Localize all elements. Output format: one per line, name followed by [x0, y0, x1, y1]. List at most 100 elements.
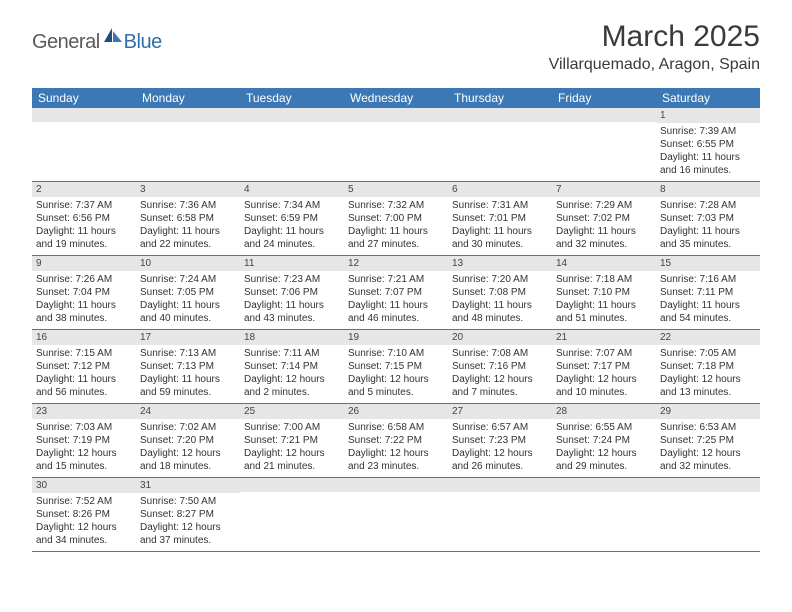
day-details: Sunrise: 7:07 AMSunset: 7:17 PMDaylight:…	[552, 345, 656, 403]
sunset-text: Sunset: 8:27 PM	[140, 508, 236, 521]
sunrise-text: Sunrise: 7:28 AM	[660, 199, 756, 212]
sunrise-text: Sunrise: 6:53 AM	[660, 421, 756, 434]
sunset-text: Sunset: 7:21 PM	[244, 434, 340, 447]
day-number: 28	[552, 404, 656, 419]
calendar-week-row: 2Sunrise: 7:37 AMSunset: 6:56 PMDaylight…	[32, 182, 760, 256]
calendar-table: Sunday Monday Tuesday Wednesday Thursday…	[32, 88, 760, 552]
sunset-text: Sunset: 7:12 PM	[36, 360, 132, 373]
day-details: Sunrise: 7:00 AMSunset: 7:21 PMDaylight:…	[240, 419, 344, 477]
day-number: 25	[240, 404, 344, 419]
day-number: 29	[656, 404, 760, 419]
calendar-day-cell: 20Sunrise: 7:08 AMSunset: 7:16 PMDayligh…	[448, 330, 552, 404]
sunrise-text: Sunrise: 7:31 AM	[452, 199, 548, 212]
empty-day-header	[32, 108, 136, 122]
daylight-text: Daylight: 12 hours and 5 minutes.	[348, 373, 444, 399]
day-number: 31	[136, 478, 240, 493]
calendar-day-cell	[240, 478, 344, 552]
calendar-day-cell: 9Sunrise: 7:26 AMSunset: 7:04 PMDaylight…	[32, 256, 136, 330]
calendar-day-cell	[656, 478, 760, 552]
sunset-text: Sunset: 7:07 PM	[348, 286, 444, 299]
daylight-text: Daylight: 11 hours and 35 minutes.	[660, 225, 756, 251]
sunrise-text: Sunrise: 7:00 AM	[244, 421, 340, 434]
day-number: 22	[656, 330, 760, 345]
empty-day-header	[656, 478, 760, 492]
weekday-header: Wednesday	[344, 88, 448, 108]
daylight-text: Daylight: 12 hours and 26 minutes.	[452, 447, 548, 473]
calendar-day-cell: 24Sunrise: 7:02 AMSunset: 7:20 PMDayligh…	[136, 404, 240, 478]
calendar-day-cell: 19Sunrise: 7:10 AMSunset: 7:15 PMDayligh…	[344, 330, 448, 404]
calendar-day-cell	[344, 108, 448, 182]
title-block: March 2025 Villarquemado, Aragon, Spain	[549, 20, 760, 78]
daylight-text: Daylight: 12 hours and 37 minutes.	[140, 521, 236, 547]
sunrise-text: Sunrise: 7:29 AM	[556, 199, 652, 212]
month-title: March 2025	[549, 20, 760, 54]
sunrise-text: Sunrise: 7:24 AM	[140, 273, 236, 286]
day-details: Sunrise: 7:13 AMSunset: 7:13 PMDaylight:…	[136, 345, 240, 403]
calendar-day-cell: 3Sunrise: 7:36 AMSunset: 6:58 PMDaylight…	[136, 182, 240, 256]
sunrise-text: Sunrise: 7:07 AM	[556, 347, 652, 360]
sunset-text: Sunset: 7:11 PM	[660, 286, 756, 299]
weekday-header: Sunday	[32, 88, 136, 108]
sunset-text: Sunset: 7:24 PM	[556, 434, 652, 447]
daylight-text: Daylight: 12 hours and 29 minutes.	[556, 447, 652, 473]
day-details: Sunrise: 7:02 AMSunset: 7:20 PMDaylight:…	[136, 419, 240, 477]
calendar-day-cell: 18Sunrise: 7:11 AMSunset: 7:14 PMDayligh…	[240, 330, 344, 404]
daylight-text: Daylight: 11 hours and 59 minutes.	[140, 373, 236, 399]
day-details: Sunrise: 7:26 AMSunset: 7:04 PMDaylight:…	[32, 271, 136, 329]
day-details: Sunrise: 7:52 AMSunset: 8:26 PMDaylight:…	[32, 493, 136, 551]
daylight-text: Daylight: 11 hours and 54 minutes.	[660, 299, 756, 325]
sunset-text: Sunset: 7:15 PM	[348, 360, 444, 373]
sunset-text: Sunset: 7:14 PM	[244, 360, 340, 373]
sunrise-text: Sunrise: 7:08 AM	[452, 347, 548, 360]
sunset-text: Sunset: 6:59 PM	[244, 212, 340, 225]
day-details: Sunrise: 7:34 AMSunset: 6:59 PMDaylight:…	[240, 197, 344, 255]
calendar-day-cell: 7Sunrise: 7:29 AMSunset: 7:02 PMDaylight…	[552, 182, 656, 256]
daylight-text: Daylight: 12 hours and 21 minutes.	[244, 447, 340, 473]
sunset-text: Sunset: 7:03 PM	[660, 212, 756, 225]
calendar-day-cell: 4Sunrise: 7:34 AMSunset: 6:59 PMDaylight…	[240, 182, 344, 256]
sunrise-text: Sunrise: 7:50 AM	[140, 495, 236, 508]
day-number: 27	[448, 404, 552, 419]
calendar-day-cell: 1Sunrise: 7:39 AMSunset: 6:55 PMDaylight…	[656, 108, 760, 182]
weekday-header: Thursday	[448, 88, 552, 108]
sunrise-text: Sunrise: 7:15 AM	[36, 347, 132, 360]
sunset-text: Sunset: 8:26 PM	[36, 508, 132, 521]
day-number: 9	[32, 256, 136, 271]
calendar-day-cell: 31 Sunrise: 7:50 AMSunset: 8:27 PMDayligh…	[136, 478, 240, 552]
day-details: Sunrise: 7:05 AMSunset: 7:18 PMDaylight:…	[656, 345, 760, 403]
sunrise-text: Sunrise: 7:26 AM	[36, 273, 132, 286]
sunset-text: Sunset: 7:19 PM	[36, 434, 132, 447]
sunset-text: Sunset: 7:25 PM	[660, 434, 756, 447]
calendar-day-cell: 29Sunrise: 6:53 AMSunset: 7:25 PMDayligh…	[656, 404, 760, 478]
sunset-text: Sunset: 7:20 PM	[140, 434, 236, 447]
calendar-day-cell: 8Sunrise: 7:28 AMSunset: 7:03 PMDaylight…	[656, 182, 760, 256]
day-details: Sunrise: 7:24 AMSunset: 7:05 PMDaylight:…	[136, 271, 240, 329]
calendar-day-cell: 2Sunrise: 7:37 AMSunset: 6:56 PMDaylight…	[32, 182, 136, 256]
calendar-day-cell	[448, 108, 552, 182]
day-number: 24	[136, 404, 240, 419]
day-number: 10	[136, 256, 240, 271]
daylight-text: Daylight: 11 hours and 22 minutes.	[140, 225, 236, 251]
sunset-text: Sunset: 7:17 PM	[556, 360, 652, 373]
day-number: 1	[656, 108, 760, 123]
daylight-text: Daylight: 11 hours and 24 minutes.	[244, 225, 340, 251]
day-number: 15	[656, 256, 760, 271]
day-details: Sunrise: 7:39 AMSunset: 6:55 PMDaylight:…	[656, 123, 760, 181]
daylight-text: Daylight: 12 hours and 13 minutes.	[660, 373, 756, 399]
day-details: Sunrise: 7:18 AMSunset: 7:10 PMDaylight:…	[552, 271, 656, 329]
calendar-day-cell: 11Sunrise: 7:23 AMSunset: 7:06 PMDayligh…	[240, 256, 344, 330]
day-number: 20	[448, 330, 552, 345]
calendar-day-cell: 30Sunrise: 7:52 AMSunset: 8:26 PMDayligh…	[32, 478, 136, 552]
sunset-text: Sunset: 7:01 PM	[452, 212, 548, 225]
calendar-day-cell: 12Sunrise: 7:21 AMSunset: 7:07 PMDayligh…	[344, 256, 448, 330]
sunrise-text: Sunrise: 7:03 AM	[36, 421, 132, 434]
day-number: 14	[552, 256, 656, 271]
daylight-text: Daylight: 11 hours and 32 minutes.	[556, 225, 652, 251]
day-number: 18	[240, 330, 344, 345]
calendar-day-cell: 14Sunrise: 7:18 AMSunset: 7:10 PMDayligh…	[552, 256, 656, 330]
daylight-text: Daylight: 11 hours and 46 minutes.	[348, 299, 444, 325]
calendar-week-row: 30Sunrise: 7:52 AMSunset: 8:26 PMDayligh…	[32, 478, 760, 552]
calendar-day-cell: 10Sunrise: 7:24 AMSunset: 7:05 PMDayligh…	[136, 256, 240, 330]
day-number: 3	[136, 182, 240, 197]
sunset-text: Sunset: 7:23 PM	[452, 434, 548, 447]
